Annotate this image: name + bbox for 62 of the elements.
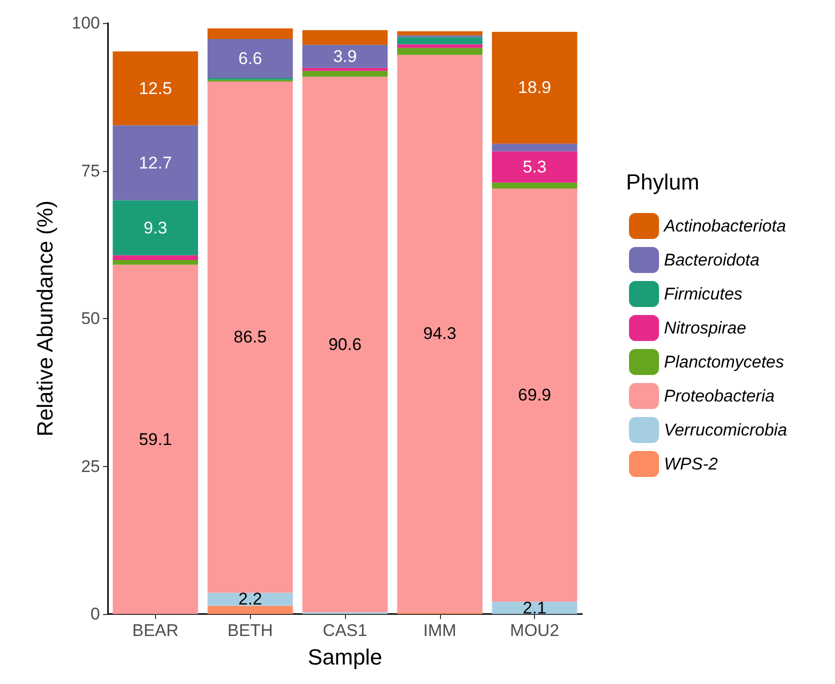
bar xyxy=(302,44,388,68)
y-tick-label: 50 xyxy=(81,309,100,328)
data-label: 94.3 xyxy=(423,324,456,344)
data-label: 2.2 xyxy=(238,590,262,609)
bar xyxy=(397,44,482,48)
legend-label: Verrucomicrobia xyxy=(664,420,788,440)
data-label: 69.9 xyxy=(518,386,552,405)
x-tick-label: BEAR xyxy=(132,621,179,640)
x-axis-title: Sample xyxy=(308,644,382,670)
bar xyxy=(208,28,293,39)
data-label: 6.6 xyxy=(238,48,262,68)
y-tick-label: 75 xyxy=(81,161,100,180)
bar xyxy=(397,54,482,612)
legend-title: Phylum xyxy=(626,170,700,194)
bar xyxy=(397,48,482,55)
data-label: 9.3 xyxy=(144,218,168,238)
bar xyxy=(492,151,578,183)
data-label: 3.9 xyxy=(333,46,357,66)
legend-label: Nitrospirae xyxy=(664,318,746,338)
bar xyxy=(208,606,293,614)
legend-label: Firmicutes xyxy=(664,284,743,304)
bar xyxy=(397,31,482,36)
bar xyxy=(302,70,388,77)
x-tick-label: IMM xyxy=(423,621,456,640)
data-label: 18.9 xyxy=(518,78,552,98)
bar xyxy=(302,76,388,612)
data-label: 59.1 xyxy=(138,430,172,449)
bar xyxy=(492,144,578,152)
bar xyxy=(112,51,198,126)
bar xyxy=(492,32,578,144)
bar xyxy=(208,592,293,606)
legend-label: WPS-2 xyxy=(664,454,718,474)
y-axis-title: Relative Abundance (%) xyxy=(32,200,58,437)
data-label: 12.7 xyxy=(138,153,172,172)
x-tick-label: CAS1 xyxy=(322,621,368,640)
x-tick-label: MOU2 xyxy=(510,621,560,640)
bar xyxy=(492,182,578,188)
bar xyxy=(208,82,293,593)
y-tick-label: 0 xyxy=(90,604,100,624)
bar xyxy=(112,200,198,256)
bar xyxy=(492,188,578,602)
bar xyxy=(112,260,198,265)
legend-label: Planctomycetes xyxy=(664,352,784,372)
bar xyxy=(112,255,198,260)
data-label: 90.6 xyxy=(328,335,362,354)
legend-label: Bacteroidota xyxy=(664,250,760,270)
legend-label: Proteobacteria xyxy=(664,386,775,406)
bar xyxy=(397,37,482,44)
x-tick-label: BETH xyxy=(228,621,273,640)
data-label: 86.5 xyxy=(234,328,267,347)
y-tick-label: 100 xyxy=(72,14,100,32)
bar xyxy=(302,30,388,45)
y-tick-label: 25 xyxy=(81,456,100,476)
legend-label: Actinobacteriota xyxy=(663,216,786,236)
bar xyxy=(302,68,388,71)
data-label: 2.1 xyxy=(522,598,546,618)
data-label: 5.3 xyxy=(522,157,546,176)
bar xyxy=(492,602,578,614)
data-label: 12.5 xyxy=(138,78,172,98)
bar xyxy=(208,38,293,78)
bar xyxy=(112,264,198,614)
bar xyxy=(112,125,198,200)
